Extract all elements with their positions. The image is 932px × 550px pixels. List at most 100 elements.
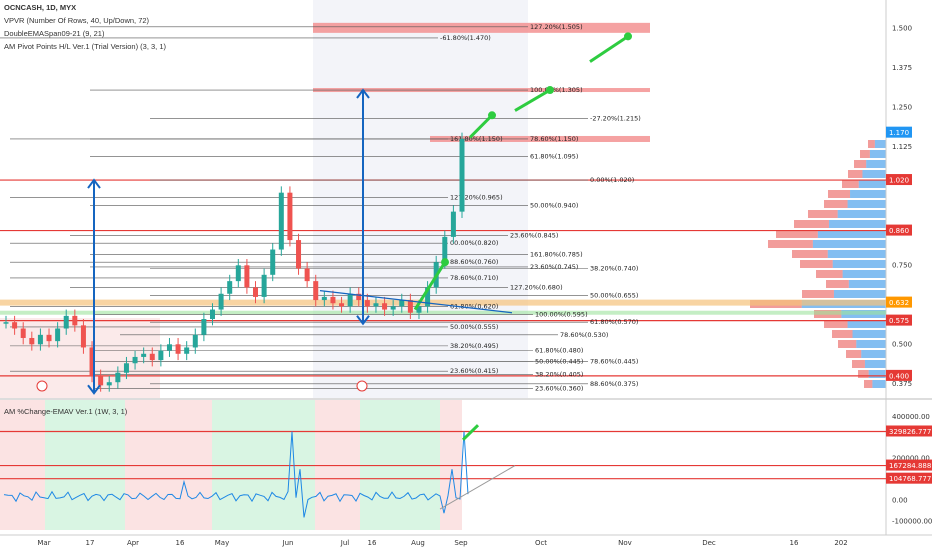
volume-profile-up-bar <box>874 140 886 148</box>
candle-body <box>399 300 405 307</box>
volume-profile-down-bar <box>854 160 867 168</box>
fib-label: 61.80%(0.480) <box>535 347 583 355</box>
candle-body <box>321 296 327 301</box>
projection-arrow-head <box>488 111 496 120</box>
candle-body <box>459 138 465 212</box>
sub-axis-badge <box>886 459 932 471</box>
sub-indicator-title[interactable]: AM %Change-EMAV Ver.1 (1W, 3, 1) <box>4 407 128 416</box>
volume-profile-down-bar <box>838 340 857 348</box>
volume-profile-up-bar <box>862 170 886 178</box>
zone-target <box>430 135 650 142</box>
time-axis-tick: Aug <box>411 539 425 547</box>
price-axis-badge <box>886 174 912 186</box>
candle-body <box>304 268 310 282</box>
volume-profile-down-bar <box>846 350 862 358</box>
volume-profile-up-bar <box>869 150 886 158</box>
candle-body <box>158 350 164 361</box>
volume-profile-down-bar <box>794 220 829 228</box>
price-axis-tick: 1.375 <box>892 64 912 72</box>
volume-profile-down-bar <box>858 370 869 378</box>
volume-profile-up-bar <box>847 320 886 328</box>
fib-label: 161.80%(0.785) <box>530 250 583 258</box>
fib-label: 50.00%(0.555) <box>450 323 498 331</box>
volume-profile-up-bar <box>868 370 886 378</box>
measure-arrow-head <box>87 384 101 395</box>
candle-body <box>244 265 250 288</box>
candle-body <box>184 347 190 354</box>
volume-profile-up-bar <box>847 200 886 208</box>
measure-arrow-head <box>356 315 370 326</box>
zone-target <box>313 22 650 33</box>
price-axis-tick: 0.750 <box>892 261 912 269</box>
sub-axis-tick: 400000.00 <box>892 413 930 421</box>
time-axis-tick: Apr <box>127 539 139 547</box>
candle-body <box>106 382 112 386</box>
price-axis-badge-label: 0.860 <box>889 227 909 235</box>
fib-label: 38.20%(0.495) <box>450 342 498 350</box>
volume-profile-up-bar <box>858 180 886 188</box>
fib-label: 127.20%(0.680) <box>510 283 563 291</box>
fib-label: 78.60%(0.530) <box>560 331 608 339</box>
projection-arrow <box>514 88 551 112</box>
indicator-double-ema[interactable]: DoubleEMASpan09-21 (9, 21) <box>4 29 105 38</box>
volume-profile-down-bar <box>776 230 818 238</box>
candle-body <box>201 319 207 335</box>
measure-arrow-head <box>87 178 101 189</box>
candle-body <box>425 287 431 307</box>
candle-body <box>442 236 448 263</box>
volume-profile-down-bar <box>828 190 851 198</box>
candle-body <box>313 281 319 301</box>
fib-label: 23.60%(0.415) <box>450 367 498 375</box>
price-axis-badge-label: 1.020 <box>889 177 909 185</box>
fib-label: 127.20%(1.505) <box>530 23 583 31</box>
price-axis-badge-label: 0.400 <box>889 372 909 380</box>
sub-trend-line <box>439 465 516 510</box>
candle-body <box>175 344 181 354</box>
projection-arrow-head <box>624 32 632 41</box>
volume-profile-up-bar <box>850 190 886 198</box>
volume-profile-up-bar <box>872 380 886 388</box>
volume-profile-down-bar <box>800 260 833 268</box>
event-marker-icon <box>356 380 368 392</box>
projection-arrow <box>468 114 494 139</box>
volume-profile-up-bar <box>866 160 886 168</box>
volume-profile-up-bar <box>828 220 886 228</box>
indicator-pivot-points[interactable]: AM Pivot Points H/L Ver.1 (Trial Version… <box>4 42 167 51</box>
projection-arrow-head <box>441 258 449 267</box>
sub-axis-tick: 200000.00 <box>892 455 930 463</box>
candle-body <box>416 306 422 313</box>
price-axis-badge-label: 0.632 <box>889 299 909 307</box>
candle-body <box>450 211 456 237</box>
sub-axis-badge-label: 329826.777 <box>889 428 931 436</box>
volume-profile-up-bar <box>827 250 886 258</box>
projection-arrow <box>589 35 629 63</box>
candle-body <box>141 353 147 357</box>
fib-label: 38.20%(0.405) <box>535 370 583 378</box>
time-axis-tick: Nov <box>618 539 632 547</box>
trend-line <box>319 289 513 314</box>
fib-label: 00.00%(0.820) <box>450 239 498 247</box>
candle-body <box>339 303 345 307</box>
measure-arrow-head <box>356 88 370 99</box>
time-axis-tick: Sep <box>454 539 468 547</box>
volume-profile-down-bar <box>852 360 865 368</box>
candle-body <box>253 287 259 297</box>
zone-shade <box>313 0 528 398</box>
candle-body <box>37 334 43 345</box>
sub-axis-tick: 0.00 <box>892 497 908 505</box>
candle-body <box>235 265 241 282</box>
indicator-vpvr[interactable]: VPVR (Number Of Rows, 40, Up/Down, 72) <box>4 16 150 25</box>
candle-body <box>166 344 172 351</box>
candle-body <box>46 334 52 342</box>
fib-label: 100.00%(0.595) <box>535 310 588 318</box>
volume-profile-down-bar <box>816 270 843 278</box>
candle-body <box>356 293 362 301</box>
price-axis-tick: 0.375 <box>892 380 912 388</box>
volume-profile-up-bar <box>812 240 886 248</box>
volume-profile-up-bar <box>848 280 886 288</box>
candle-body <box>364 300 370 307</box>
candle-body <box>12 322 18 329</box>
time-axis-tick: Mar <box>37 539 50 547</box>
fib-label: 78.60%(1.150) <box>530 135 578 143</box>
